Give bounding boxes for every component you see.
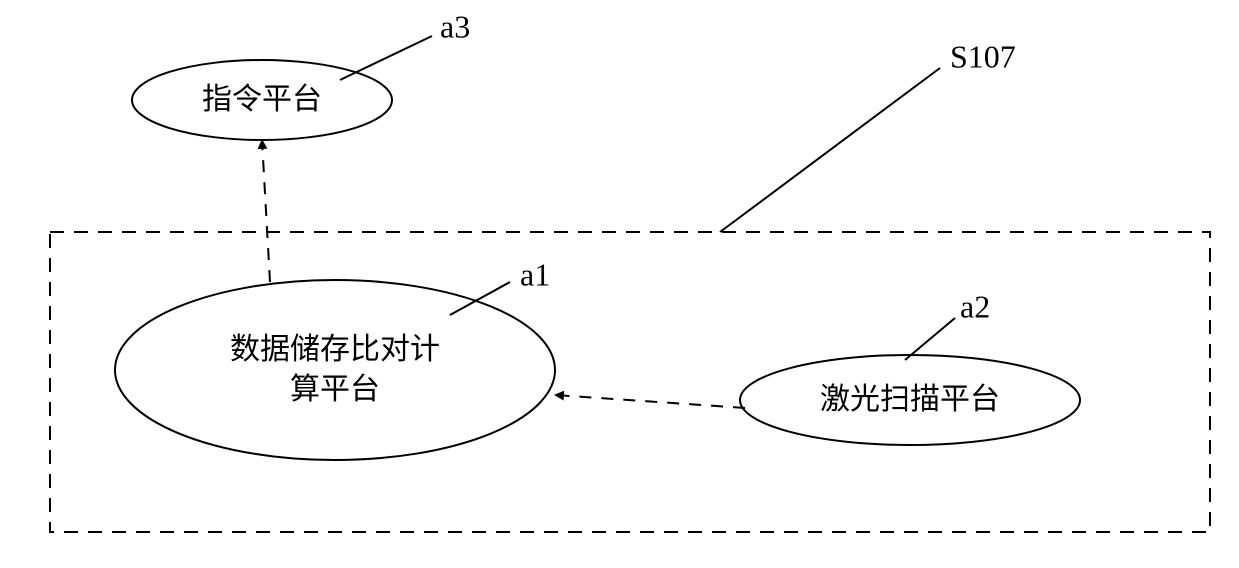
node-a2: 激光扫描平台: [740, 355, 1080, 445]
callout-line-s107: [720, 68, 940, 232]
edge-a1-to-a3: [262, 140, 270, 282]
callout-line-a2: [905, 318, 955, 360]
group-box-s107: [50, 232, 1210, 532]
callout-label-a3: a3: [440, 8, 470, 44]
node-a3-label: 指令平台: [202, 83, 322, 116]
callout-line-a3: [340, 36, 432, 80]
node-a2-label: 激光扫描平台: [820, 383, 1000, 416]
callout-label-a1: a1: [520, 256, 550, 292]
node-a1: 数据储存比对计 算平台: [115, 280, 555, 460]
node-a3: 指令平台: [132, 60, 392, 140]
edge-a2-to-a1: [555, 395, 745, 408]
node-a1-label-line1: 数据储存比对计: [230, 333, 440, 366]
node-a1-shape: [115, 280, 555, 460]
callout-label-s107: S107: [950, 38, 1016, 74]
callout-label-a2: a2: [960, 288, 990, 324]
node-a1-label-line2: 算平台: [290, 373, 380, 406]
